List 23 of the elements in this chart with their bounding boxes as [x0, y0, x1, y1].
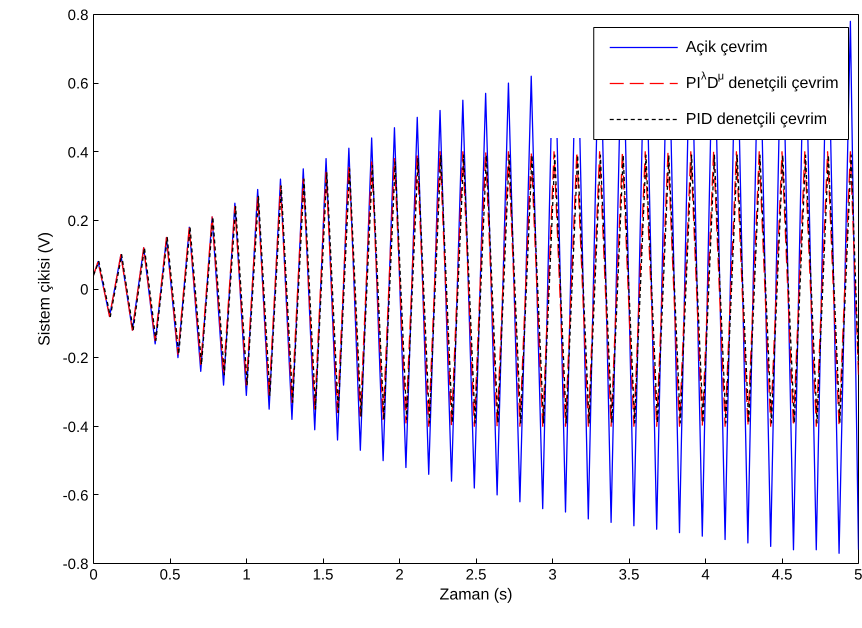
legend-label: Açik çevrim [686, 39, 768, 56]
y-tick-label: -0.4 [62, 418, 89, 436]
x-tick-label: 1 [242, 566, 251, 584]
y-tick-label: 0.4 [68, 144, 89, 162]
y-tick-label: 0 [80, 282, 88, 298]
x-tick-label: 2.5 [466, 566, 486, 584]
legend-label: PID denetçili çevrim [686, 111, 828, 128]
y-tick-label: 0.6 [68, 76, 89, 93]
x-tick-label: 4 [701, 566, 710, 584]
y-tick-label: 0.8 [68, 7, 89, 24]
y-tick-label: -0.6 [62, 487, 89, 504]
y-tick-label: 0.2 [68, 212, 89, 230]
x-tick-label: 5 [854, 566, 862, 584]
x-tick-label: 4.5 [772, 566, 792, 584]
x-tick-label: 2 [395, 566, 404, 584]
x-axis-title: Zaman (s) [440, 586, 512, 604]
x-tick-label: 0.5 [160, 566, 180, 584]
y-tick-label: -0.2 [62, 350, 89, 368]
x-tick-label: 1.5 [312, 566, 334, 584]
y-axis-title: Sistem çikisi (V) [36, 232, 54, 346]
y-tick-label: -0.8 [62, 556, 89, 573]
x-tick-label: 3 [548, 566, 557, 584]
x-tick-label: 3.5 [618, 566, 640, 584]
